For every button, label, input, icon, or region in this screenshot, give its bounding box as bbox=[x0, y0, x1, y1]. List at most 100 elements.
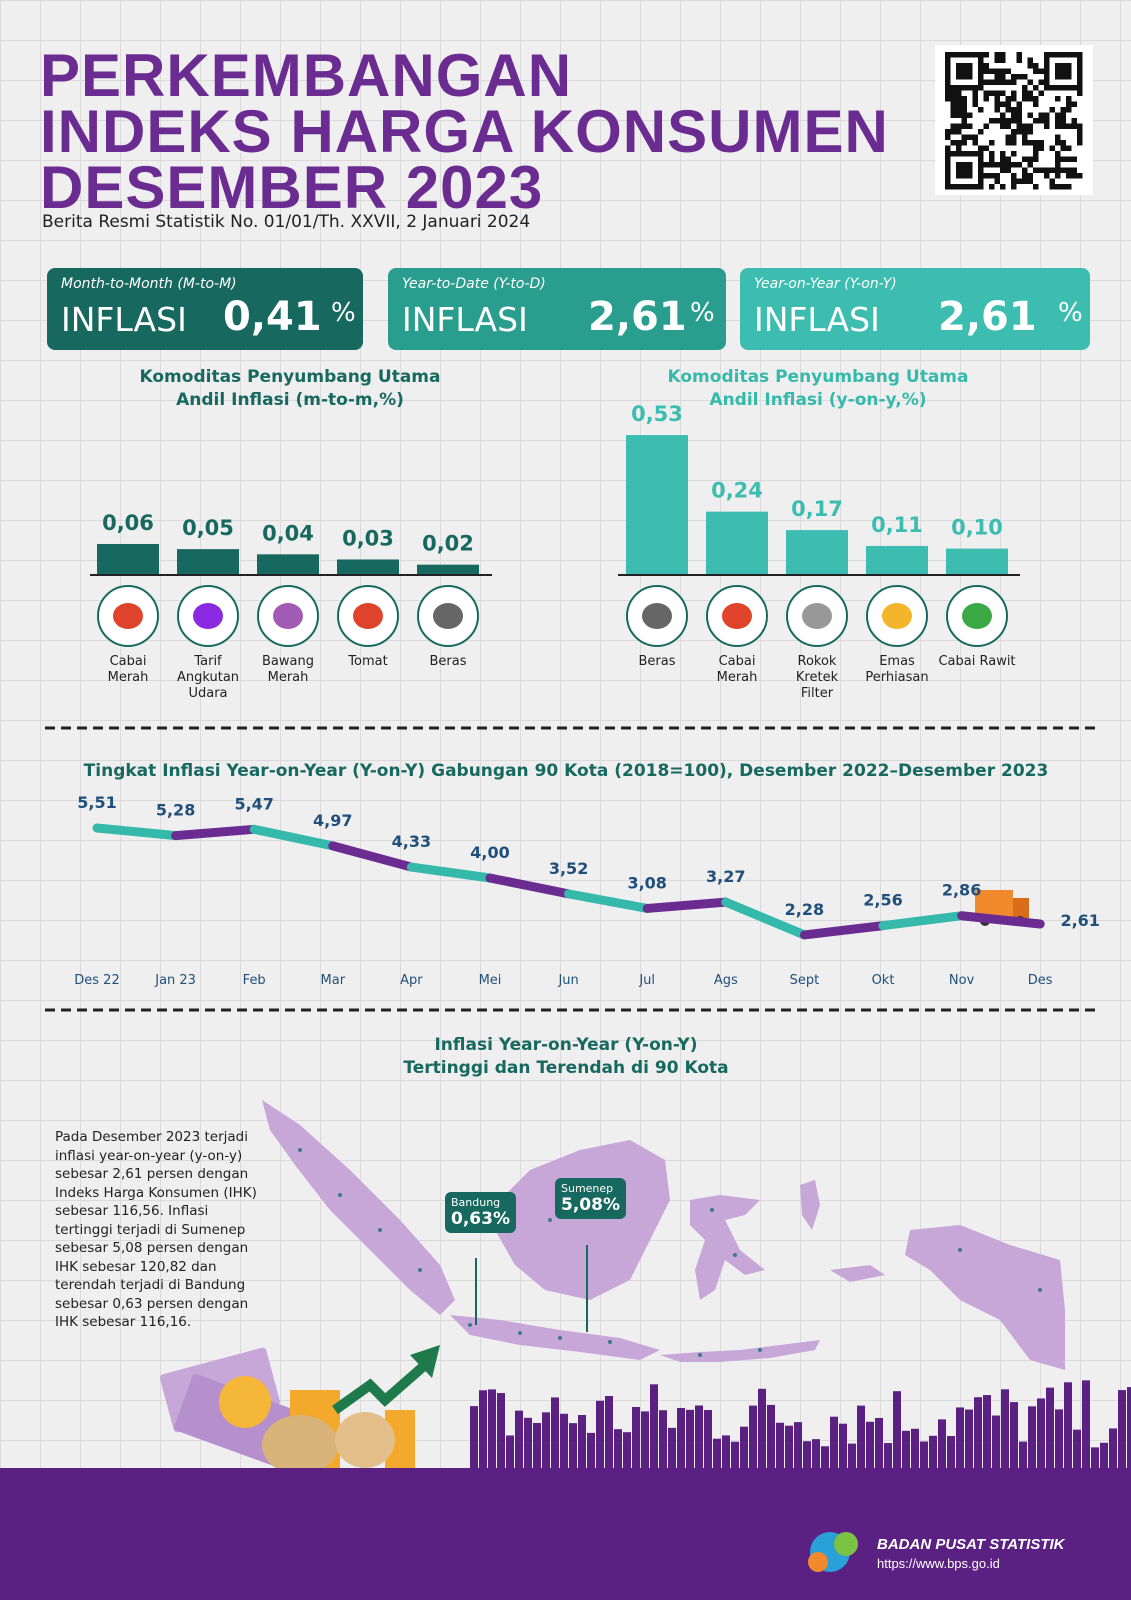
qr-module bbox=[1071, 156, 1077, 162]
x-tick-label: Feb bbox=[243, 973, 266, 988]
qr-module bbox=[1038, 145, 1044, 151]
x-tick-label: Apr bbox=[400, 973, 423, 988]
kpi-card: Year-to-Date (Y-to-D) INFLASI 2,61 % bbox=[388, 268, 726, 350]
building bbox=[1055, 1409, 1063, 1472]
data-label: 2,61 bbox=[1060, 911, 1099, 930]
city-dot bbox=[468, 1323, 472, 1327]
qr-module bbox=[956, 96, 962, 102]
callout-city: Bandung bbox=[451, 1196, 501, 1209]
building bbox=[668, 1427, 676, 1472]
qr-module bbox=[972, 90, 978, 96]
building bbox=[947, 1436, 955, 1472]
x-tick-label: Nov bbox=[949, 973, 975, 988]
qr-module bbox=[1005, 140, 1011, 146]
qr-module bbox=[978, 107, 984, 113]
qr-module bbox=[1033, 63, 1039, 69]
category-label: Emas Perhiasan bbox=[865, 654, 929, 685]
building bbox=[470, 1406, 478, 1472]
x-tick-label: Des 22 bbox=[74, 973, 119, 988]
city-dot bbox=[608, 1340, 612, 1344]
building bbox=[1082, 1380, 1090, 1472]
qr-module bbox=[972, 134, 978, 140]
qr-module bbox=[1016, 118, 1022, 124]
qr-module bbox=[950, 129, 956, 135]
qr-module bbox=[1027, 112, 1033, 118]
island bbox=[690, 1195, 765, 1300]
qr-module bbox=[1055, 123, 1061, 129]
building bbox=[695, 1405, 703, 1472]
data-label: 5,51 bbox=[77, 793, 116, 812]
qr-module bbox=[961, 140, 967, 146]
building bbox=[1091, 1447, 1099, 1472]
qr-module bbox=[967, 112, 973, 118]
building bbox=[893, 1391, 901, 1472]
qr-module bbox=[956, 123, 962, 129]
qr-module bbox=[1060, 140, 1066, 146]
x-tick-label: Des bbox=[1028, 973, 1053, 988]
building bbox=[812, 1439, 820, 1472]
qr-module bbox=[967, 134, 973, 140]
qr-module bbox=[994, 118, 1000, 124]
qr-module bbox=[1033, 101, 1039, 107]
qr-module bbox=[1000, 162, 1006, 168]
kpi-value: 0,41 bbox=[223, 294, 322, 340]
building bbox=[1118, 1390, 1126, 1472]
qr-module bbox=[1022, 134, 1028, 140]
qr-module bbox=[989, 90, 995, 96]
qr-module bbox=[956, 145, 962, 151]
qr-module bbox=[989, 151, 995, 157]
qr-module bbox=[978, 145, 984, 151]
qr-module bbox=[1027, 129, 1033, 135]
trend-arrow bbox=[332, 1361, 429, 1415]
building bbox=[983, 1395, 991, 1472]
kpi-period: Year-to-Date (Y-to-D) bbox=[402, 276, 546, 292]
footer-org: BADAN PUSAT STATISTIK bbox=[877, 1536, 1065, 1553]
kpi-label: INFLASI bbox=[61, 300, 187, 339]
qr-module bbox=[1060, 107, 1066, 113]
building bbox=[848, 1443, 856, 1472]
qr-module bbox=[1044, 123, 1050, 129]
qr-module bbox=[1049, 184, 1055, 190]
qr-module bbox=[1071, 123, 1077, 129]
qr-module bbox=[1066, 107, 1072, 113]
building bbox=[1001, 1389, 1009, 1472]
city-dot bbox=[1038, 1288, 1042, 1292]
qr-module bbox=[950, 101, 956, 107]
qr-finder bbox=[1055, 63, 1072, 80]
qr-module bbox=[1071, 167, 1077, 173]
line-segment bbox=[328, 841, 416, 872]
line-segment bbox=[642, 897, 731, 913]
logo-mark bbox=[834, 1532, 858, 1556]
building bbox=[488, 1389, 496, 1472]
qr-module bbox=[1005, 123, 1011, 129]
building bbox=[479, 1390, 487, 1472]
qr-module bbox=[950, 112, 956, 118]
chart-subtitle: Andil Inflasi (m-to-m,%) bbox=[176, 390, 404, 410]
kpi-period: Year-on-Year (Y-on-Y) bbox=[754, 276, 897, 292]
icon-glyph bbox=[433, 603, 463, 629]
building bbox=[920, 1441, 928, 1472]
qr-module bbox=[1077, 123, 1083, 129]
qr-module bbox=[1027, 123, 1033, 129]
building bbox=[758, 1388, 766, 1472]
qr-module bbox=[1016, 101, 1022, 107]
qr-module bbox=[1011, 162, 1017, 168]
qr-module bbox=[1027, 63, 1033, 69]
qr-module bbox=[961, 123, 967, 129]
qr-module bbox=[1033, 156, 1039, 162]
island bbox=[830, 1265, 885, 1282]
building bbox=[965, 1409, 973, 1472]
qr-module bbox=[956, 107, 962, 113]
building bbox=[533, 1422, 541, 1472]
qr-module bbox=[1005, 79, 1011, 85]
qr-module bbox=[983, 123, 989, 129]
qr-module bbox=[1027, 90, 1033, 96]
building bbox=[1064, 1382, 1072, 1472]
callout-value: 5,08% bbox=[561, 1195, 620, 1215]
category-label: Rokok Kretek Filter bbox=[795, 654, 839, 701]
icon-glyph bbox=[882, 603, 912, 629]
building bbox=[1019, 1441, 1027, 1472]
qr-module bbox=[956, 129, 962, 135]
qr-module bbox=[1022, 167, 1028, 173]
